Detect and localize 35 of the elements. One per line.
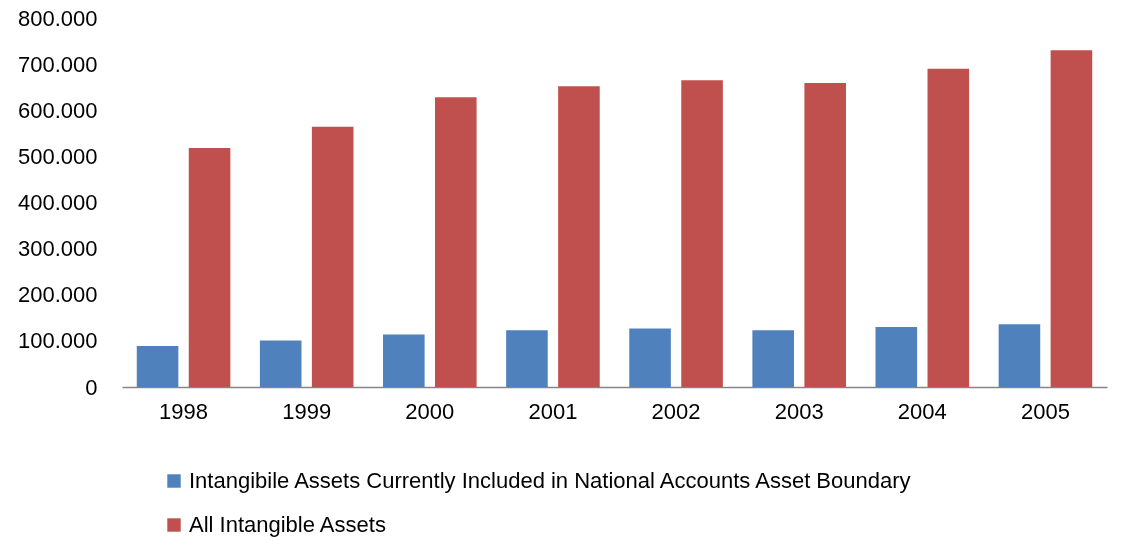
x-tick-label: 2005: [1020, 398, 1070, 424]
bar: [629, 328, 671, 387]
bar: [383, 334, 425, 387]
y-tick-label: 800.000: [17, 5, 98, 31]
bar: [998, 324, 1041, 387]
y-tick-label: 0: [85, 374, 98, 400]
bar: [136, 345, 179, 387]
y-tick-label: 100.000: [17, 328, 98, 354]
bar: [311, 126, 354, 387]
bar: [435, 97, 477, 387]
y-tick-label: 400.000: [17, 190, 98, 215]
bar: [188, 148, 231, 387]
y-tick-label: 500.000: [17, 143, 98, 169]
x-tick-label: 2001: [528, 398, 578, 424]
bar: [259, 340, 302, 387]
y-tick-label: 600.000: [17, 97, 98, 123]
x-tick-label: 1998: [159, 398, 209, 424]
legend-label: Intangibile Assets Currently Included in National Accounts Asset Boundary: [189, 468, 911, 493]
x-tick-label: 2003: [774, 398, 824, 424]
x-tick-label: 2004: [897, 398, 947, 424]
x-tick-label: 2000: [405, 398, 455, 424]
y-tick-label: 200.000: [17, 282, 98, 308]
bar: [681, 80, 723, 387]
bar: [506, 330, 548, 387]
bar: [804, 83, 846, 387]
x-tick-label: 1999: [282, 398, 332, 424]
x-tick-label: 2002: [651, 398, 701, 424]
y-tick-label: 700.000: [17, 51, 98, 77]
bar: [752, 330, 794, 387]
bar: [875, 327, 918, 387]
bar: [1050, 50, 1093, 387]
legend-label: All Intangible Assets: [189, 512, 386, 537]
y-tick-label: 300.000: [17, 236, 98, 262]
bar: [927, 68, 970, 387]
bar: [558, 86, 600, 387]
